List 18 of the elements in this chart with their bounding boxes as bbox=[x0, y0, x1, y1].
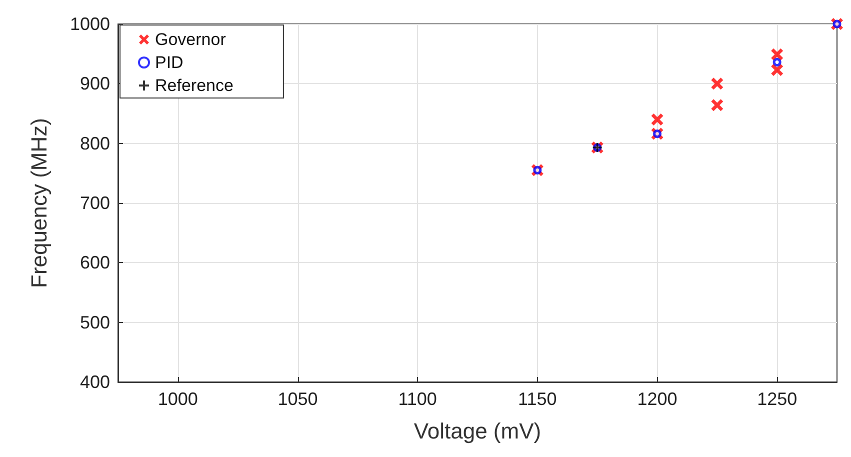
x-tick-label: 1050 bbox=[278, 389, 318, 409]
x-tick-label: 1250 bbox=[757, 389, 798, 409]
y-tick-label: 400 bbox=[80, 372, 110, 392]
x-tick-label: 1100 bbox=[398, 389, 437, 409]
legend-label: PID bbox=[155, 53, 184, 72]
y-tick-label: 700 bbox=[80, 193, 110, 213]
legend-label: Governor bbox=[155, 30, 226, 49]
y-tick-label: 1000 bbox=[70, 14, 110, 34]
x-tick-label: 1000 bbox=[158, 389, 198, 409]
y-tick-label: 900 bbox=[80, 74, 110, 94]
y-tick-label: 600 bbox=[80, 252, 110, 273]
y-axis-title: Frequency (MHz) bbox=[26, 118, 52, 288]
legend-label: Reference bbox=[155, 76, 234, 95]
x-tick-label: 1150 bbox=[518, 389, 557, 409]
x-axis-title: Voltage (mV) bbox=[414, 418, 542, 444]
x-tick-label: 1200 bbox=[637, 389, 678, 409]
y-tick-label: 800 bbox=[80, 133, 110, 154]
y-tick-label: 500 bbox=[80, 312, 110, 332]
